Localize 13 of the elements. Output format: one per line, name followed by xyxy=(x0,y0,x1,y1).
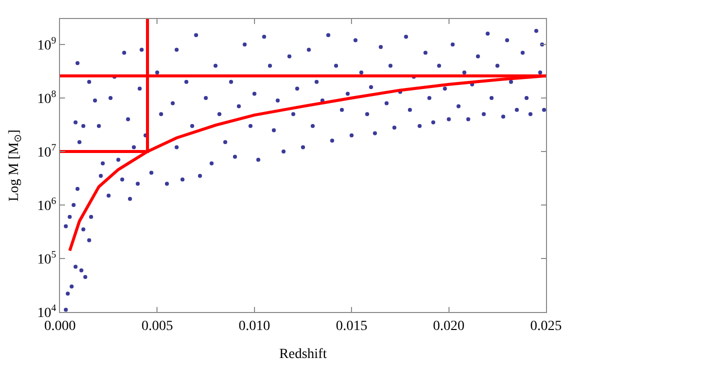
y-tick-label: 10$^{6}$ xyxy=(37,196,56,214)
y-tick-label: 10$^{9}$ xyxy=(37,36,56,54)
y-tick-label: 10$^{4}$ xyxy=(37,303,56,321)
y-tick-label: 10$^{8}$ xyxy=(37,89,56,107)
x-tick-label: 0.010 xyxy=(238,318,270,334)
x-tick-label: 0.005 xyxy=(141,318,173,334)
y-tick-label: 10$^{7}$ xyxy=(37,142,56,160)
y-tick-label: 10$^{5}$ xyxy=(37,250,56,268)
x-tick-label: 0.000 xyxy=(44,318,76,334)
x-tick-label: 0.015 xyxy=(336,318,368,334)
x-axis-title: Redshift xyxy=(279,347,327,362)
x-tick-label: 0.025 xyxy=(530,318,562,334)
x-tick-label: 0.020 xyxy=(433,318,465,334)
